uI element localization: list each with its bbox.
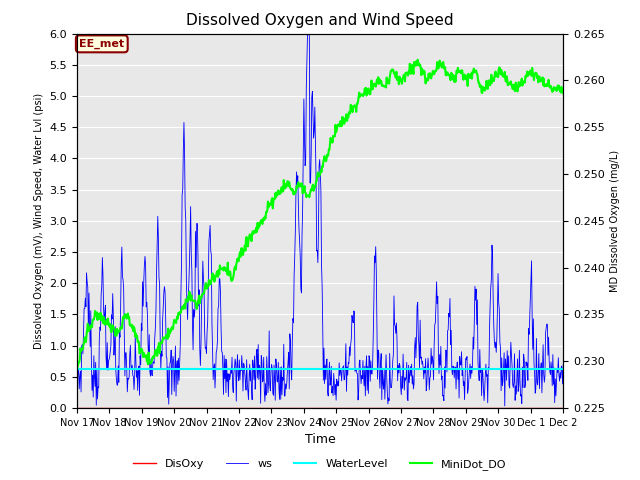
X-axis label: Time: Time	[305, 433, 335, 446]
Line: ws: ws	[77, 34, 563, 406]
DisOxy	[73, 405, 81, 411]
MiniDot_DO	[368, 83, 376, 89]
ws	[356, 357, 364, 363]
WaterLevel	[355, 366, 363, 372]
Y-axis label: MD Dissolved Oxygen (mg/L): MD Dissolved Oxygen (mg/L)	[611, 150, 620, 292]
ws	[103, 366, 111, 372]
DisOxy	[559, 405, 567, 411]
WaterLevel	[559, 366, 567, 372]
Text: EE_met: EE_met	[79, 39, 124, 49]
WaterLevel	[73, 366, 81, 372]
ws	[492, 349, 500, 355]
Line: MiniDot_DO: MiniDot_DO	[77, 60, 563, 370]
MiniDot_DO	[355, 90, 363, 96]
WaterLevel	[442, 366, 449, 372]
MiniDot_DO	[73, 367, 81, 373]
DisOxy	[368, 405, 376, 411]
DisOxy	[103, 405, 111, 411]
WaterLevel	[368, 366, 376, 372]
MiniDot_DO	[559, 88, 567, 94]
MiniDot_DO	[414, 57, 422, 62]
ws	[73, 350, 81, 356]
ws	[559, 362, 567, 368]
WaterLevel	[492, 366, 499, 372]
Legend: DisOxy, ws, WaterLevel, MiniDot_DO: DisOxy, ws, WaterLevel, MiniDot_DO	[129, 455, 511, 474]
DisOxy	[355, 405, 363, 411]
MiniDot_DO	[383, 75, 390, 81]
WaterLevel	[383, 366, 390, 372]
DisOxy	[492, 405, 499, 411]
MiniDot_DO	[492, 73, 500, 79]
DisOxy	[383, 405, 390, 411]
Y-axis label: Dissolved Oxygen (mV), Wind Speed, Water Lvl (psi): Dissolved Oxygen (mV), Wind Speed, Water…	[34, 93, 44, 349]
ws	[369, 359, 376, 365]
WaterLevel	[103, 366, 111, 372]
ws	[304, 31, 312, 36]
ws	[383, 389, 391, 395]
MiniDot_DO	[442, 72, 450, 78]
ws	[501, 403, 509, 409]
MiniDot_DO	[103, 317, 111, 323]
DisOxy	[442, 405, 449, 411]
ws	[442, 348, 450, 353]
Title: Dissolved Oxygen and Wind Speed: Dissolved Oxygen and Wind Speed	[186, 13, 454, 28]
